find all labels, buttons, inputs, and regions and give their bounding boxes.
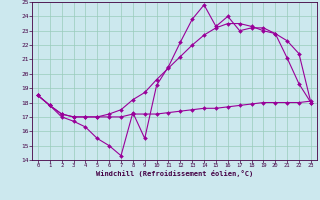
X-axis label: Windchill (Refroidissement éolien,°C): Windchill (Refroidissement éolien,°C) xyxy=(96,170,253,177)
